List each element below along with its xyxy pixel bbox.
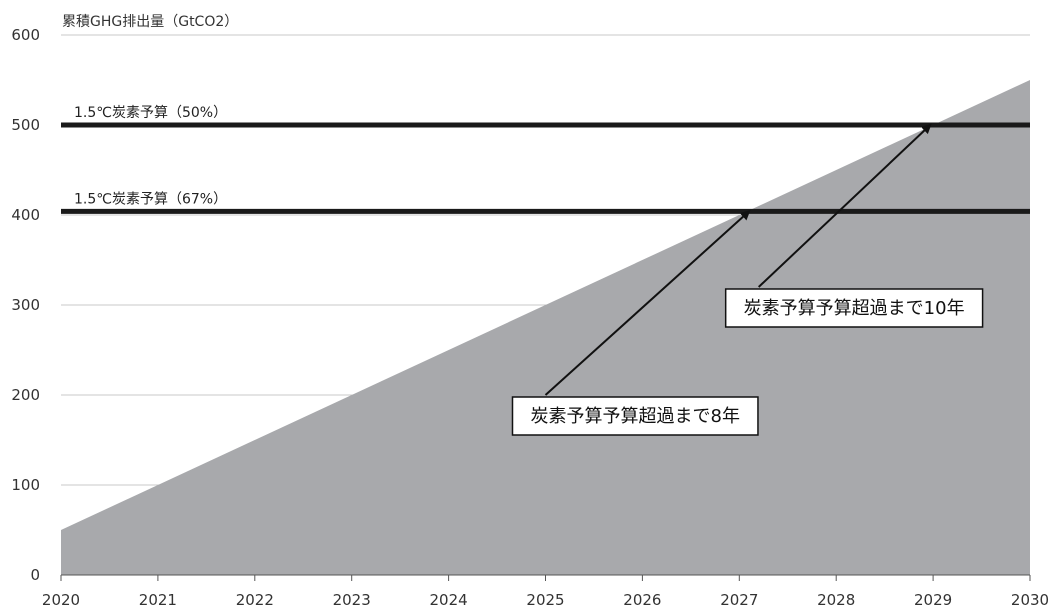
annotation-text: 炭素予算予算超過まで10年 (744, 298, 965, 319)
reference-line-label: 1.5℃炭素予算（67%） (74, 191, 227, 207)
annotation-box (724, 288, 984, 328)
x-tick-label: 2029 (914, 591, 952, 607)
x-tick-label: 2021 (139, 591, 177, 607)
y-tick-label: 400 (11, 206, 40, 224)
y-tick-label: 600 (11, 26, 40, 44)
y-tick-label: 0 (30, 566, 40, 584)
y-tick-label: 100 (11, 476, 40, 494)
x-tick-label: 2024 (430, 591, 468, 607)
axes: 0 100 200 300 400 500 600 2020 2021 2022 2023 2024 2… (11, 26, 1049, 607)
cumulative-emissions-area (61, 80, 1030, 575)
x-tick-label: 2030 (1011, 591, 1049, 607)
y-tick-label: 200 (11, 386, 40, 404)
area-layer (61, 80, 1030, 575)
annotation-callout: 炭素予算予算超過まで10年 (724, 288, 984, 328)
x-tick-label: 2026 (623, 591, 661, 607)
y-tick-label: 500 (11, 116, 40, 134)
x-tick-label: 2020 (42, 591, 80, 607)
y-tick-label: 300 (11, 296, 40, 314)
x-tick-label: 2022 (236, 591, 274, 607)
annotation-arrow (544, 210, 751, 396)
annotation-box (511, 396, 759, 436)
reference-lines: 1.5℃炭素予算（50%） 1.5℃炭素予算（67%） (61, 105, 1030, 214)
y-axis-title: 累積GHG排出量（GtCO2） (62, 14, 238, 30)
x-tick-label: 2023 (333, 591, 371, 607)
x-tick-label: 2028 (817, 591, 855, 607)
reference-line-label: 1.5℃炭素予算（50%） (74, 105, 227, 121)
x-tick-label: 2025 (526, 591, 564, 607)
x-tick-label: 2027 (720, 591, 758, 607)
annotation-arrow (757, 123, 932, 288)
annotation-callout: 炭素予算予算超過まで8年 (511, 396, 759, 436)
annotations: 炭素予算予算超過まで8年 炭素予算予算超過まで10年 (511, 123, 984, 436)
annotation-text: 炭素予算予算超過まで8年 (531, 406, 740, 427)
